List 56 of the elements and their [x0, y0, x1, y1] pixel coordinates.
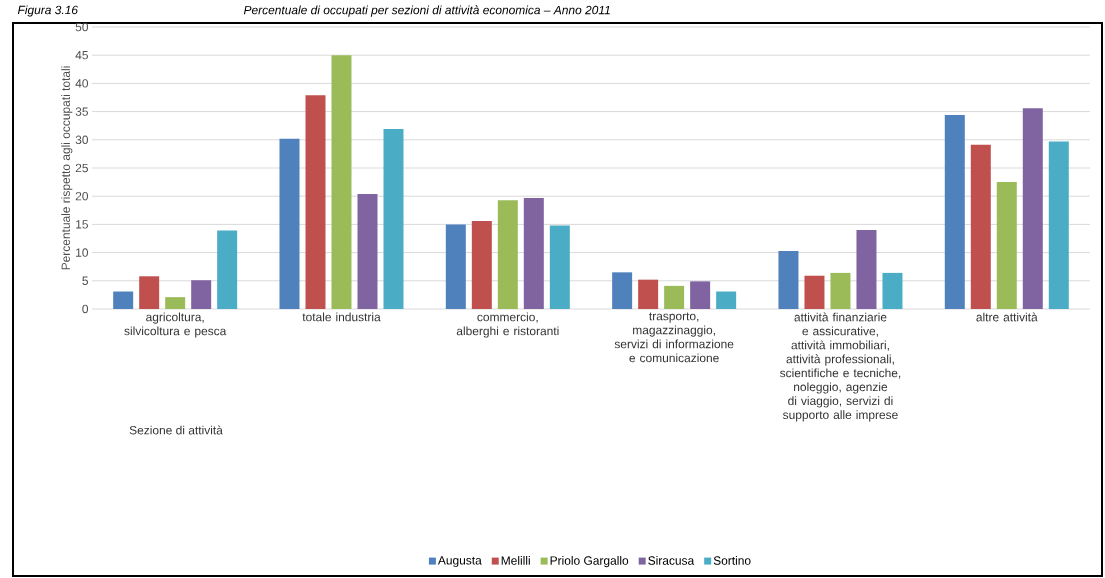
y-tick-label: 10	[76, 248, 89, 257]
x-tick-label: agricoltura, silvicoltura e pesca	[124, 312, 227, 338]
bar	[778, 250, 799, 309]
bar	[996, 182, 1017, 309]
bar	[664, 285, 685, 309]
bar	[279, 138, 300, 309]
x-tick-label: commercio, alberghi e ristoranti	[456, 312, 559, 338]
bar	[331, 55, 352, 309]
bar	[305, 95, 326, 309]
x-tick-label: altre attività	[976, 312, 1038, 322]
bar	[113, 291, 134, 309]
x-tick-label: trasporto, magazzinaggio, servizi di informazione e comunicazione	[614, 312, 734, 363]
y-tick-label: 40	[75, 79, 89, 88]
bar	[523, 197, 544, 309]
legend-label: Siracusa	[648, 556, 695, 565]
y-tick-label: 0	[82, 304, 89, 314]
x-tick-label: totale industria	[302, 312, 381, 322]
y-tick-label: 45	[75, 51, 88, 60]
legend-label: Melilli	[501, 556, 530, 565]
bar	[804, 275, 825, 309]
chart-title: Percentuale di occupati per sezioni di attività economica – Anno 2011	[243, 5, 610, 17]
y-tick-label: 5	[82, 276, 88, 285]
bar	[217, 230, 238, 309]
bar	[970, 144, 991, 309]
legend-label: Sortino	[713, 556, 751, 565]
bar	[1048, 141, 1069, 309]
bar	[549, 225, 570, 309]
bar	[638, 279, 659, 309]
bar	[856, 230, 877, 309]
bar	[830, 272, 851, 309]
bar	[445, 224, 466, 309]
y-tick-label: 50	[75, 22, 89, 32]
y-tick-label: 25	[75, 163, 88, 173]
y-axis-title: Percentuale rispetto agli occupati totali	[61, 66, 73, 270]
y-tick-label: 30	[75, 135, 89, 145]
bar	[944, 114, 965, 309]
y-tick-label: 15	[76, 220, 88, 229]
bar	[882, 272, 903, 309]
x-axis-title: Sezione di attività	[129, 425, 223, 435]
bar	[139, 276, 160, 309]
bar	[497, 200, 518, 309]
bar	[191, 280, 212, 309]
bar	[165, 297, 186, 309]
y-tick-label: 35	[75, 107, 88, 116]
legend-label: Augusta	[437, 556, 482, 567]
text: Figura 3.16	[17, 5, 78, 17]
legend-label: Priolo Gargallo	[550, 556, 629, 568]
bar	[690, 281, 711, 309]
bar	[357, 193, 378, 309]
x-tick-label: attività finanziarie e assicurative, attività immobiliari, attività professionali, scientifiche e tecniche, noleggio, agenzie di viaggio, servizi di supporto alle imprese	[779, 312, 901, 422]
bar	[471, 221, 492, 309]
y-tick-label: 20	[75, 191, 89, 201]
bar	[612, 272, 633, 309]
bar	[716, 291, 737, 309]
bar	[383, 129, 404, 309]
bar	[1022, 108, 1043, 309]
